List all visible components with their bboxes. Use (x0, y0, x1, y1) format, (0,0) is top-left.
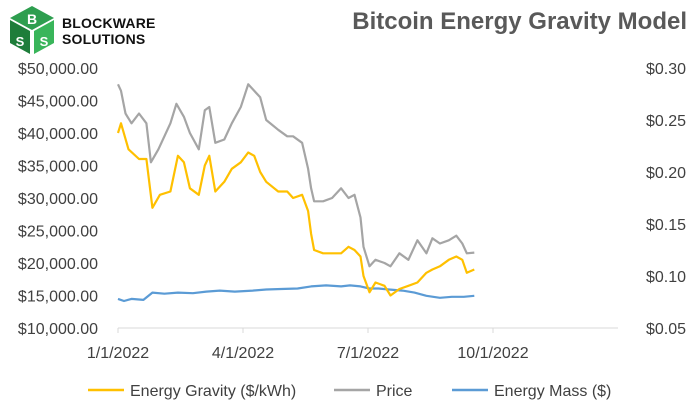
chart-title: Bitcoin Energy Gravity Model (352, 8, 687, 35)
legend: Energy Gravity ($/kWh) Price Energy Mass (… (88, 383, 611, 400)
y-left-tick-label: $40,000.00 (18, 126, 98, 143)
x-tick-label: 10/1/2022 (457, 345, 528, 362)
x-tick-label: 1/1/2022 (87, 345, 149, 362)
y-right-tick-label: $0.20 (646, 165, 686, 182)
y-left-tick-label: $25,000.00 (18, 224, 98, 241)
y-right-tick-label: $0.15 (646, 217, 686, 234)
y-left-tick-label: $45,000.00 (18, 94, 98, 111)
y-right-tick-label: $0.25 (646, 113, 686, 130)
logo-text: BLOCKWARE SOLUTIONS (62, 15, 156, 47)
y-axis-left: $50,000.00 $45,000.00 $40,000.00 $35,000.00… (18, 61, 98, 338)
svg-text:S: S (16, 34, 25, 49)
x-tick-label: 7/1/2022 (337, 345, 399, 362)
series-line-2 (117, 284, 475, 303)
y-left-tick-label: $15,000.00 (18, 289, 98, 306)
series-line-0 (116, 122, 475, 297)
y-left-tick-label: $35,000.00 (18, 159, 98, 176)
legend-label-0: Energy Gravity ($/kWh) (130, 383, 296, 400)
series-line-1 (117, 83, 475, 268)
legend-label-2: Energy Mass ($) (494, 383, 611, 400)
y-right-tick-label: $0.30 (646, 61, 686, 78)
legend-label-1: Price (376, 383, 413, 400)
y-right-tick-label: $0.10 (646, 269, 686, 286)
y-left-tick-label: $10,000.00 (18, 321, 98, 338)
svg-text:S: S (40, 34, 49, 49)
series-layer (116, 83, 475, 303)
svg-text:B: B (27, 11, 37, 27)
y-right-tick-label: $0.05 (646, 321, 686, 338)
y-axis-right: $0.30 $0.25 $0.20 $0.15 $0.10 $0.05 (646, 61, 686, 338)
logo-line-2: SOLUTIONS (62, 31, 146, 47)
blockware-logo-icon: B S S (10, 6, 54, 54)
logo-line-1: BLOCKWARE (62, 15, 156, 31)
y-left-tick-label: $30,000.00 (18, 191, 98, 208)
y-left-tick-label: $20,000.00 (18, 256, 98, 273)
y-left-tick-label: $50,000.00 (18, 61, 98, 78)
x-tick-label: 4/1/2022 (212, 345, 274, 362)
blockware-logo: B S S BLOCKWARE SOLUTIONS (6, 4, 155, 56)
x-axis: 1/1/2022 4/1/2022 7/1/2022 10/1/2022 (87, 328, 529, 362)
